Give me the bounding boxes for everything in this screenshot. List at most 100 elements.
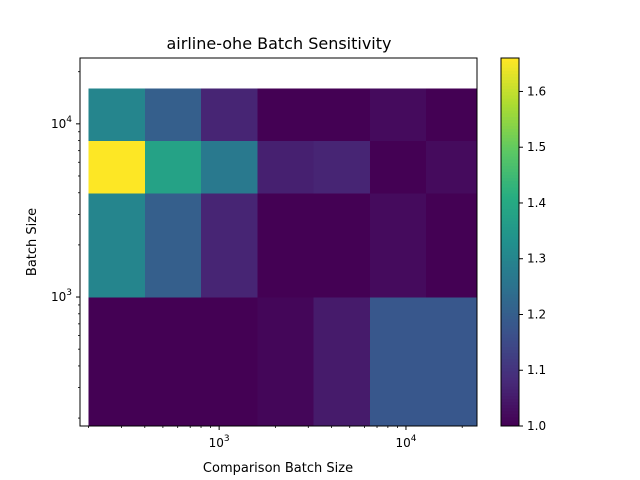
y-tick-label: 103: [51, 288, 72, 304]
heatmap-cell: [257, 192, 315, 246]
colorbar-segment: [501, 334, 519, 338]
heatmap-cell: [88, 297, 146, 350]
colorbar-segment: [501, 199, 519, 203]
heatmap-cell: [313, 244, 371, 298]
colorbar-segment: [501, 346, 519, 350]
heatmap-cell: [144, 88, 202, 142]
colorbar-segment: [501, 349, 519, 353]
heatmap-cell: [425, 192, 478, 246]
colorbar-segment: [501, 266, 519, 271]
colorbar-segment: [501, 229, 519, 234]
colorbar-segment: [501, 291, 519, 295]
colorbar-tick-label: 1.6: [527, 84, 546, 98]
x-tick-label: 103: [209, 434, 230, 450]
colorbar-segment: [501, 196, 519, 200]
colorbar-segment: [501, 131, 519, 136]
colorbar-segment: [501, 58, 519, 62]
colorbar-segment: [501, 254, 519, 258]
colorbar-segment: [501, 288, 519, 292]
colorbar-segment: [501, 318, 519, 323]
colorbar-tick-label: 1.2: [527, 307, 546, 321]
heatmap-cell: [88, 244, 146, 298]
heatmap-cell: [369, 88, 427, 142]
colorbar-segment: [501, 122, 519, 126]
colorbar-segment: [501, 82, 519, 87]
colorbar-segment: [501, 128, 519, 133]
colorbar-segment: [501, 312, 519, 317]
colorbar-segment: [501, 327, 519, 332]
colorbar-segment: [501, 116, 519, 120]
colorbar-segment: [501, 88, 519, 93]
colorbar-segment: [501, 223, 519, 228]
colorbar-segment: [501, 260, 519, 264]
colorbar-segment: [501, 137, 519, 142]
heatmap-cell: [144, 244, 202, 298]
colorbar-segment: [501, 134, 519, 139]
colorbar-frame: [500, 57, 520, 427]
heatmap-cell: [369, 192, 427, 246]
colorbar-segment: [501, 251, 519, 255]
colorbar-segment: [501, 64, 519, 68]
colorbar-segment: [501, 70, 519, 74]
colorbar-segment: [501, 358, 519, 363]
colorbar-segment: [501, 321, 519, 326]
colorbar-segment: [501, 337, 519, 341]
colorbar-segment: [501, 162, 519, 166]
heatmap-cell: [257, 140, 315, 194]
colorbar-segment: [501, 192, 519, 197]
heatmap-cell: [369, 244, 427, 298]
colorbar-segment: [501, 85, 519, 90]
heatmap-cell: [313, 297, 371, 350]
colorbar-segment: [501, 79, 519, 84]
colorbar-segment: [501, 113, 519, 117]
colorbar-segment: [501, 205, 519, 209]
heatmap-cell: [144, 297, 202, 350]
colorbar-segment: [501, 73, 519, 77]
chart-title: airline-ohe Batch Sensitivity: [166, 34, 391, 53]
colorbar-segment: [501, 324, 519, 329]
heatmap-cell: [313, 349, 371, 427]
colorbar-segment: [501, 146, 519, 151]
colorbar-segment: [501, 383, 519, 387]
colorbar-segment: [501, 217, 519, 222]
colorbar-segment: [501, 392, 519, 396]
heatmap-cell: [144, 140, 202, 194]
heatmap-cell: [257, 88, 315, 142]
colorbar-segment: [501, 211, 519, 215]
heatmap-cell: [201, 349, 258, 427]
heatmap-cell: [425, 140, 478, 194]
colorbar-segment: [501, 76, 519, 80]
colorbar-segment: [501, 376, 519, 381]
colorbar-segment: [501, 226, 519, 231]
heatmap-cell: [369, 349, 427, 427]
colorbar-segment: [501, 281, 519, 286]
plot-axes: 103 104 103 104: [51, 57, 478, 450]
colorbar-segment: [501, 422, 519, 427]
colorbar-segment: [501, 272, 519, 277]
colorbar-segment: [501, 165, 519, 169]
colorbar-segment: [501, 407, 519, 412]
heatmap-cell: [425, 244, 478, 298]
colorbar-segment: [501, 100, 519, 105]
colorbar-segment: [501, 183, 519, 188]
colorbar-segment: [501, 416, 519, 421]
colorbar-segment: [501, 380, 519, 384]
colorbar-segment: [501, 413, 519, 418]
colorbar-segment: [501, 235, 519, 240]
colorbar-segment: [501, 343, 519, 347]
heatmap-cell: [313, 88, 371, 142]
colorbar-segment: [501, 361, 519, 366]
colorbar-segment: [501, 306, 519, 310]
colorbar-segment: [501, 67, 519, 71]
heatmap-cell: [144, 349, 202, 427]
colorbar-segment: [501, 248, 519, 252]
colorbar: 1.0 1.1 1.2 1.3 1.4 1.5 1.6: [500, 57, 546, 433]
heatmap-cells: [88, 88, 478, 427]
colorbar-segment: [501, 159, 519, 163]
colorbar-segment: [501, 275, 519, 280]
colorbar-segment: [501, 150, 519, 154]
heatmap-cell: [201, 297, 258, 350]
colorbar-segment: [501, 315, 519, 320]
colorbar-tick-label: 1.4: [527, 196, 546, 210]
